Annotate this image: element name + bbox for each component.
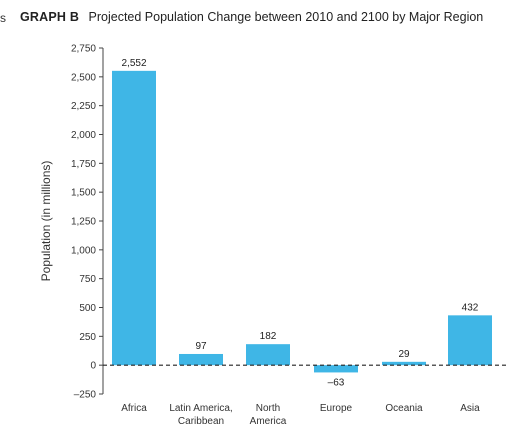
bar-layer bbox=[112, 70, 492, 373]
category-label: Oceania bbox=[385, 403, 423, 414]
category-label: Africa bbox=[121, 403, 147, 414]
bar-value-label: –63 bbox=[328, 377, 345, 388]
y-tick-label: 1,000 bbox=[71, 245, 96, 256]
y-tick-label: 1,500 bbox=[71, 188, 96, 199]
y-tick-label: 1,750 bbox=[71, 159, 96, 170]
y-tick-label: 2,750 bbox=[71, 44, 96, 55]
category-label: America bbox=[250, 416, 287, 427]
graph-label: GRAPH B bbox=[20, 10, 80, 24]
bar-value-label: 2,552 bbox=[121, 58, 146, 69]
chart-title-text: Projected Population Change between 2010… bbox=[88, 10, 484, 24]
bar-value-label: 432 bbox=[462, 302, 479, 313]
bar bbox=[112, 70, 156, 366]
category-label: North bbox=[256, 403, 280, 414]
bar bbox=[448, 315, 492, 366]
y-tick-label: 2,250 bbox=[71, 101, 96, 112]
left-edge-text-fragment: s bbox=[0, 11, 6, 25]
y-tick-label: 2,000 bbox=[71, 130, 96, 141]
bar-value-label: 97 bbox=[195, 341, 207, 352]
chart-title: GRAPH B Projected Population Change betw… bbox=[20, 10, 483, 24]
y-tick-label: 1,250 bbox=[71, 217, 96, 228]
category-label: Caribbean bbox=[178, 416, 224, 427]
y-axis-title: Population (in millions) bbox=[39, 161, 53, 282]
bar bbox=[246, 344, 290, 366]
bar-value-label: 182 bbox=[260, 331, 277, 342]
bar-value-label: 29 bbox=[398, 349, 410, 360]
bar bbox=[179, 353, 223, 366]
y-tick-label: 500 bbox=[79, 303, 96, 314]
y-tick-label: 250 bbox=[79, 332, 96, 343]
label-layer: 2,552 Africa 97 Latin America, Caribbean 182 N… bbox=[103, 58, 508, 427]
category-label: Europe bbox=[320, 403, 353, 414]
bar bbox=[314, 365, 358, 373]
bar bbox=[382, 361, 426, 366]
category-label: Latin America, bbox=[169, 403, 232, 414]
y-tick-label: –250 bbox=[74, 390, 97, 401]
y-tick-label: 0 bbox=[90, 361, 96, 372]
y-tick-label: 750 bbox=[79, 274, 96, 285]
axis-layer: –250 0 250 500 750 1,000 1,250 1,500 1,750 2,000 2… bbox=[39, 44, 104, 401]
y-tick-label: 2,500 bbox=[71, 72, 96, 83]
category-label: Asia bbox=[460, 403, 480, 414]
